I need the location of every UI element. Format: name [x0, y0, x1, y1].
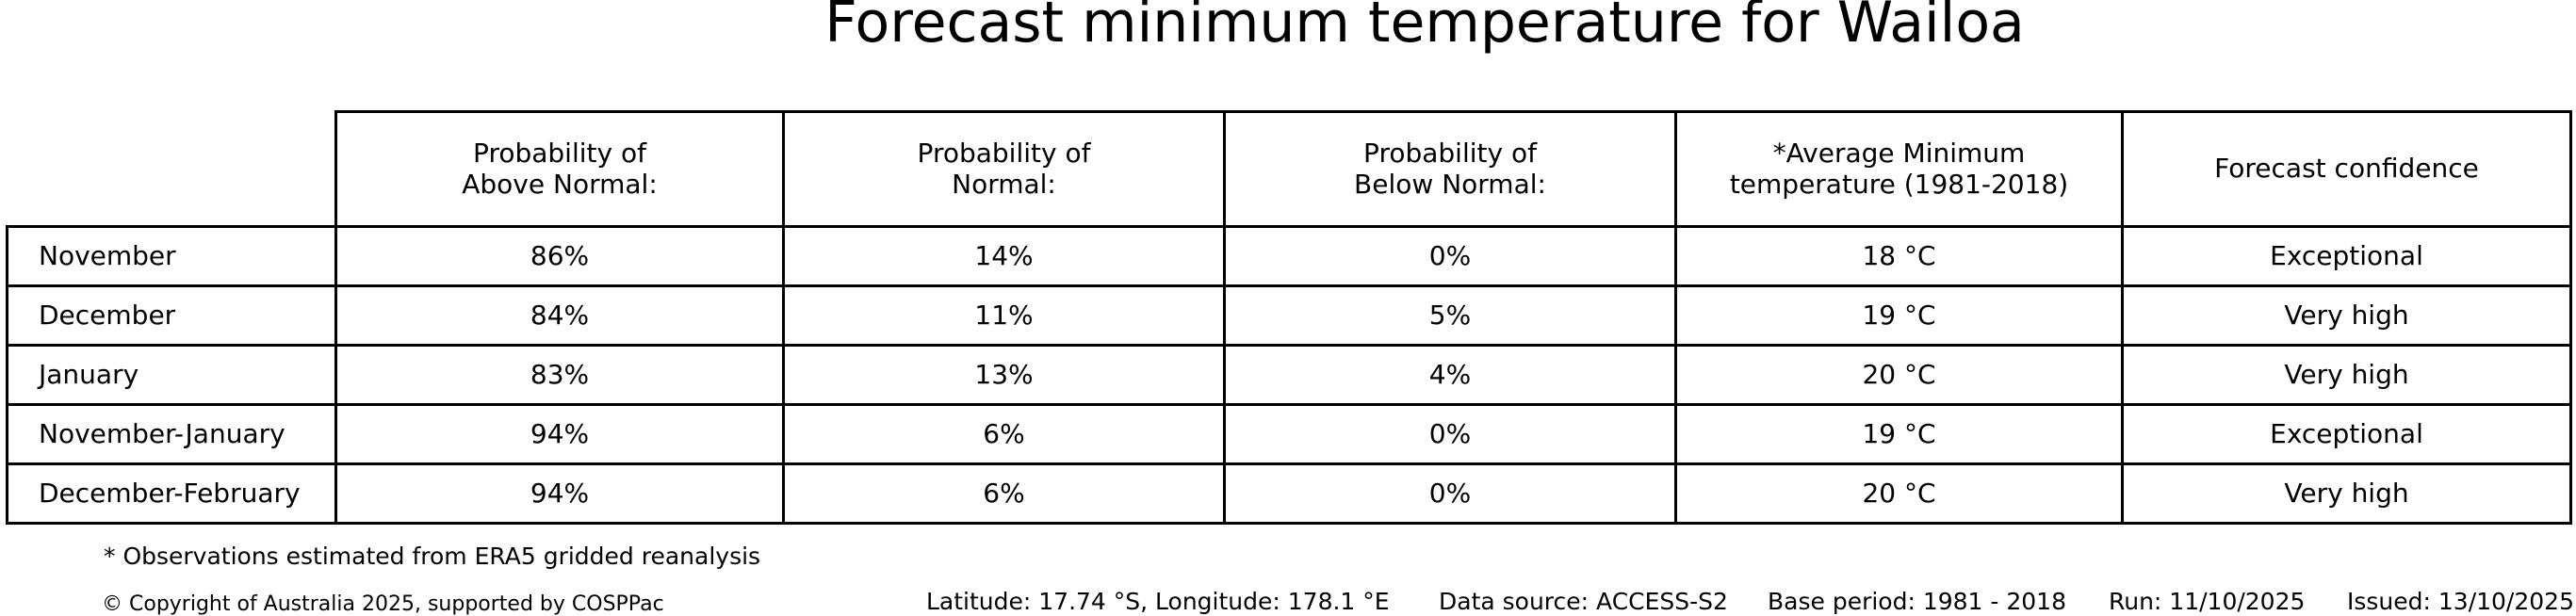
cell-normal: 6%	[782, 462, 1226, 525]
cell-average-minimum-temperature: 20 °C	[1674, 462, 2124, 525]
row-label-period: December-February	[6, 462, 337, 525]
header-above-normal: Probability of Above Normal:	[334, 110, 785, 228]
header-normal: Probability of Normal:	[782, 110, 1226, 228]
cell-normal: 6%	[782, 403, 1226, 465]
cell-below-normal: 5%	[1223, 284, 1677, 347]
run-date-label: Run: 11/10/2025	[2109, 588, 2306, 615]
table-row: December-February 94% 6% 0% 20 °C Very h…	[6, 462, 2572, 525]
table-row: November-January 94% 6% 0% 19 °C Excepti…	[6, 403, 2572, 465]
forecast-table: Probability of Above Normal: Probability…	[6, 110, 2572, 525]
cell-forecast-confidence: Exceptional	[2121, 403, 2572, 465]
row-label-period: November-January	[6, 403, 337, 465]
header-average-minimum-temperature: *Average Minimum temperature (1981-2018)	[1674, 110, 2124, 228]
header-corner-cell	[8, 112, 336, 227]
header-forecast-confidence: Forecast confidence	[2121, 110, 2572, 228]
issued-date-label: Issued: 13/10/2025	[2347, 588, 2574, 615]
cell-forecast-confidence: Very high	[2121, 462, 2572, 525]
row-label-period: November	[6, 225, 337, 287]
cell-above-normal: 86%	[334, 225, 785, 287]
cell-average-minimum-temperature: 18 °C	[1674, 225, 2124, 287]
table-header-row: Probability of Above Normal: Probability…	[8, 110, 2572, 228]
row-label-period: January	[6, 344, 337, 406]
base-period-label: Base period: 1981 - 2018	[1768, 588, 2066, 615]
cell-forecast-confidence: Very high	[2121, 284, 2572, 347]
cell-average-minimum-temperature: 19 °C	[1674, 403, 2124, 465]
table-row: November 86% 14% 0% 18 °C Exceptional	[6, 225, 2572, 287]
cell-normal: 11%	[782, 284, 1226, 347]
observations-footnote: * Observations estimated from ERA5 gridd…	[104, 543, 761, 570]
cell-forecast-confidence: Very high	[2121, 344, 2572, 406]
cell-normal: 14%	[782, 225, 1226, 287]
cell-above-normal: 94%	[334, 403, 785, 465]
cell-above-normal: 83%	[334, 344, 785, 406]
cell-below-normal: 0%	[1223, 225, 1677, 287]
row-label-period: December	[6, 284, 337, 347]
cell-above-normal: 94%	[334, 462, 785, 525]
data-source-label: Data source: ACCESS-S2	[1439, 588, 1728, 615]
table-row: December 84% 11% 5% 19 °C Very high	[6, 284, 2572, 347]
cell-below-normal: 0%	[1223, 462, 1677, 525]
cell-below-normal: 0%	[1223, 403, 1677, 465]
cell-below-normal: 4%	[1223, 344, 1677, 406]
table-row: January 83% 13% 4% 20 °C Very high	[6, 344, 2572, 406]
cell-forecast-confidence: Exceptional	[2121, 225, 2572, 287]
location-coordinates: Latitude: 17.74 °S, Longitude: 178.1 °E	[926, 588, 1390, 615]
cell-normal: 13%	[782, 344, 1226, 406]
cell-above-normal: 84%	[334, 284, 785, 347]
page-title: Forecast minimum temperature for Wailoa	[824, 0, 2025, 56]
header-below-normal: Probability of Below Normal:	[1223, 110, 1677, 228]
copyright-notice: © Copyright of Australia 2025, supported…	[102, 592, 664, 616]
cell-average-minimum-temperature: 20 °C	[1674, 344, 2124, 406]
cell-average-minimum-temperature: 19 °C	[1674, 284, 2124, 347]
